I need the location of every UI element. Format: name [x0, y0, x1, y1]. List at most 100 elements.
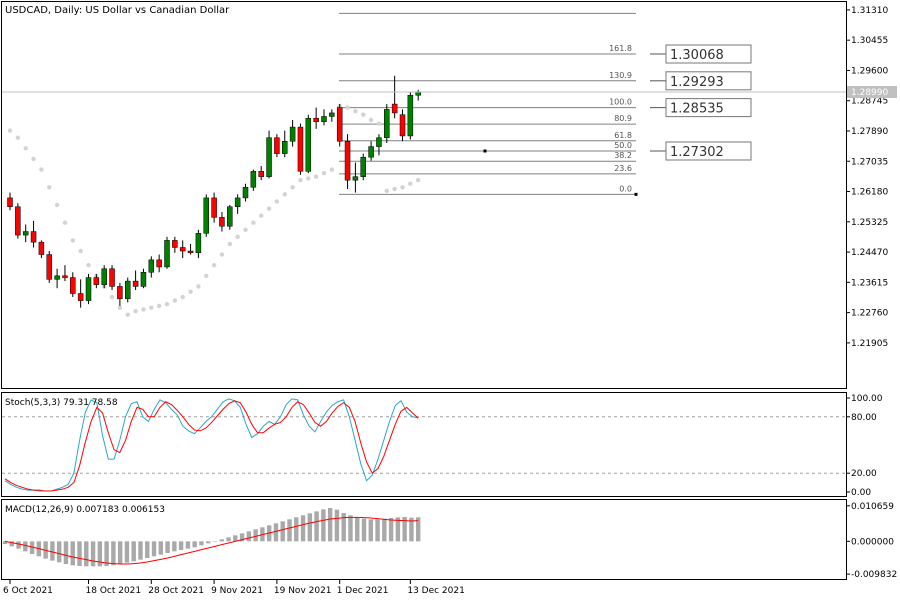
macd-histogram-bar [84, 541, 89, 567]
psar-dot [345, 105, 350, 110]
candle-body [384, 109, 390, 138]
candle-body [219, 217, 225, 227]
psar-dot [54, 202, 60, 208]
macd-histogram-bar [97, 541, 103, 567]
stoch-panel-frame[interactable] [1, 392, 847, 497]
candle-body [85, 277, 92, 301]
psar-dot [384, 188, 389, 194]
candle-body [148, 259, 155, 273]
candle-body [30, 231, 37, 243]
candle-body [77, 293, 84, 301]
fib-level-label: 38.2 [614, 151, 632, 160]
candle-body [156, 259, 162, 268]
macd-histogram-bar [388, 518, 394, 542]
macd-histogram-bar [56, 541, 62, 563]
psar-dot [368, 117, 374, 123]
fib-price-box [665, 71, 752, 91]
macd-histogram-bar [233, 535, 238, 542]
price-tick-label: 1.31310 [851, 6, 888, 16]
candle-body [109, 268, 115, 287]
macd-histogram-bar [355, 517, 360, 542]
macd-histogram-bar [151, 541, 157, 557]
macd-histogram-bar [327, 508, 333, 542]
macd-histogram-bar [185, 541, 191, 549]
psar-dot [149, 305, 154, 310]
psar-dot [156, 303, 162, 309]
candle-body [391, 103, 398, 114]
psar-dot [15, 135, 21, 140]
chart-title: USDCAD, Daily: US Dollar vs Canadian Dol… [5, 5, 230, 16]
macd-axis-label: 0.010659 [851, 502, 894, 512]
psar-dot [392, 186, 397, 192]
macd-histogram-bar [2, 541, 8, 544]
psar-dot [416, 177, 421, 183]
macd-histogram-bar [111, 541, 116, 566]
candlesticks [7, 75, 421, 308]
fib-price-box [665, 141, 752, 161]
time-tick-label: 9 Nov 2021 [211, 586, 263, 596]
stoch-header: Stoch(5,3,3) 79.31 78.58 [5, 398, 118, 408]
macd-histogram-bar [158, 541, 163, 555]
candle-body [234, 197, 241, 208]
candle-body [227, 206, 233, 227]
candle-body [179, 247, 186, 252]
macd-histogram-bar [131, 541, 136, 562]
candle-body [407, 94, 414, 137]
psar-dot [47, 185, 52, 190]
candle-body [172, 240, 178, 248]
macd-histogram-bar [341, 513, 346, 542]
macd-histogram-bar [29, 541, 35, 554]
psar-dot [23, 146, 28, 151]
candle-body [329, 112, 335, 117]
macd-histogram-bar [23, 541, 28, 552]
macd-signal-line [4, 516, 419, 565]
time-tick-label: 19 Nov 2021 [274, 586, 332, 596]
fib-level-label: 23.6 [614, 164, 632, 173]
candle-body [54, 275, 60, 280]
psar-dot [282, 192, 287, 197]
psar-dot [361, 112, 366, 117]
price-tick-label: 1.30455 [851, 36, 888, 46]
macd-histogram-bar [138, 541, 143, 560]
macd-histogram-bar [280, 521, 285, 542]
fib-level-label: 161.8 [609, 44, 632, 53]
psar-dot [306, 176, 311, 181]
current-price-line: 1.28990 [2, 86, 897, 99]
macd-indicator: 0.010659 0.000000 -0.009832 [2, 502, 897, 580]
candle-body [62, 275, 68, 278]
macd-histogram-bar [16, 541, 21, 549]
psar-dot [39, 167, 44, 172]
macd-histogram-bar [287, 519, 292, 542]
candle-body [321, 116, 327, 123]
candle-body [211, 197, 217, 218]
candle-body [376, 137, 382, 147]
main-panel-frame [1, 1, 847, 389]
time-tick-label: 13 Dec 2021 [407, 586, 465, 596]
candle-body [360, 156, 366, 177]
psar-dot [204, 273, 209, 278]
candle-body [117, 286, 123, 300]
macd-histogram-bar [90, 541, 96, 567]
parabolic-sar [7, 103, 421, 317]
fibonacci-retracement[interactable]: 161.8 1.30068 130.9 1.29293 100.0 1.28535 80.9… [337, 12, 752, 196]
macd-histogram-bar [226, 537, 231, 542]
macd-panel-frame[interactable] [1, 499, 847, 580]
price-tick-label: 1.27035 [851, 157, 888, 167]
macd-histogram-bar [314, 511, 319, 542]
macd-histogram-bar [70, 541, 75, 566]
macd-histogram-bar [63, 541, 69, 564]
candle-body [195, 233, 202, 254]
candle-body [297, 126, 304, 172]
macd-histogram-bar [178, 541, 184, 550]
fib-price-box [665, 44, 752, 64]
candle-body [46, 254, 52, 280]
fib-price-box [665, 98, 752, 118]
fib-level-label: 130.9 [609, 71, 632, 80]
psar-dot [313, 174, 319, 179]
fib-level-label: 80.9 [614, 114, 632, 123]
macd-histogram-bar [334, 509, 340, 542]
psar-dot [290, 185, 295, 190]
macd-histogram-bar [300, 515, 306, 542]
macd-axis-label: -0.009832 [851, 570, 897, 580]
stochastic-oscillator: 100.00 80.00 20.00 0.00 [2, 394, 883, 498]
